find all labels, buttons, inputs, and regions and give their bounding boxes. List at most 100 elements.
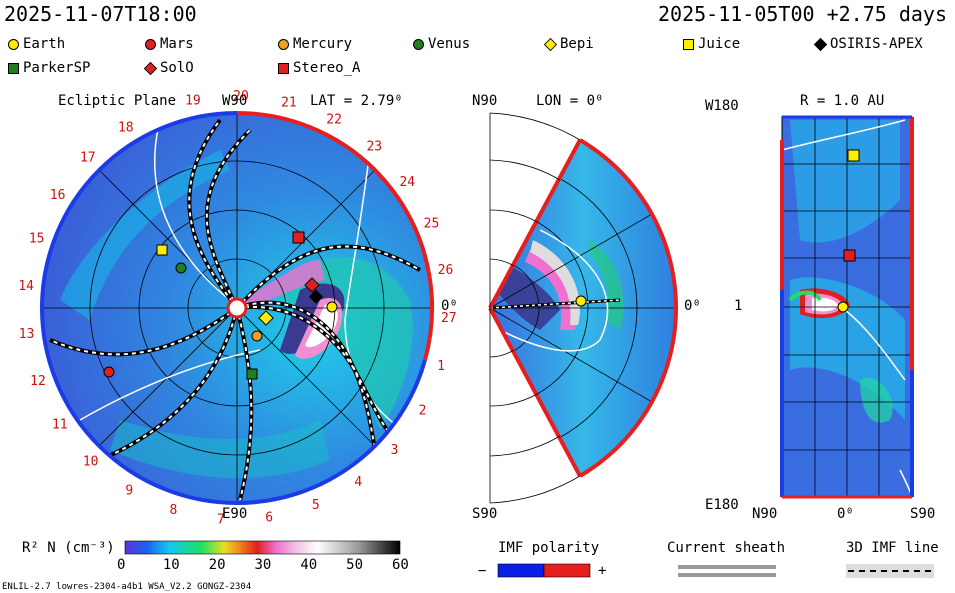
- mercury-marker-icon: [278, 38, 289, 50]
- carrington-tick-label: 2: [419, 404, 427, 419]
- colorbar-tick-label: 30: [254, 557, 272, 573]
- ecliptic-lat: LAT = 2.79⁰: [310, 93, 403, 109]
- colorbar-tick-label: 10: [162, 557, 180, 573]
- sun-marker: [226, 297, 248, 319]
- stereo-marker-ecliptic: [292, 231, 305, 244]
- carrington-tick-label: 7: [217, 512, 225, 527]
- carrington-tick-label: 26: [438, 263, 454, 278]
- colorbar-tick-label: 20: [208, 557, 226, 573]
- carrington-tick-label: 8: [169, 503, 177, 518]
- radial-x-left: N90: [752, 506, 778, 522]
- earth-marker-icon: [8, 38, 19, 50]
- carrington-tick-label: 4: [354, 475, 362, 490]
- parker-marker-ecliptic: [246, 368, 258, 380]
- imf-plus: +: [598, 563, 607, 579]
- carrington-tick-label: 15: [29, 232, 45, 247]
- meridional-right-label: 0⁰: [684, 298, 701, 314]
- carrington-tick-label: 18: [118, 121, 134, 136]
- meridional-lon: LON = 0⁰: [536, 93, 604, 109]
- meridional-top-label: N90: [472, 93, 498, 109]
- legend-item-mercury: Mercury: [278, 36, 352, 52]
- venus-marker-ecliptic: [175, 262, 187, 274]
- venus-marker-icon: [413, 38, 424, 50]
- colorbar-label: R² N (cm⁻³): [22, 540, 115, 556]
- stereo-a-marker-icon: [278, 62, 289, 74]
- carrington-tick-label: 6: [265, 511, 273, 526]
- carrington-tick-label: 22: [326, 113, 342, 128]
- legend-item-parkersp: ParkerSP: [8, 60, 90, 76]
- current-sheath-title: Current sheath: [667, 540, 786, 556]
- colorbar-tick-label: 0: [117, 557, 126, 573]
- juice-marker-icon: [683, 38, 694, 50]
- earth-marker-ecliptic: [326, 301, 338, 313]
- radial-r-label: R = 1.0 AU: [800, 93, 885, 109]
- legend-item-bepi: Bepi: [543, 36, 594, 52]
- stereo-marker-radial: [843, 249, 856, 262]
- carrington-tick-label: 17: [80, 150, 96, 165]
- colorbar: [124, 540, 401, 555]
- legend-label: Mars: [160, 36, 194, 52]
- mercury-marker-ecliptic: [251, 330, 263, 342]
- juice-marker-radial: [847, 149, 860, 162]
- legend-item-earth: Earth: [8, 36, 65, 52]
- carrington-tick-label: 16: [50, 188, 66, 203]
- radial-x-right: S90: [910, 506, 936, 522]
- carrington-tick-label: 14: [18, 279, 34, 294]
- legend-label: Stereo_A: [293, 60, 361, 76]
- legend-item-stereo-a: Stereo_A: [278, 60, 360, 76]
- colorbar-tick-label: 40: [300, 557, 318, 573]
- imf-minus: −: [478, 563, 487, 579]
- carrington-tick-label: 11: [52, 417, 68, 432]
- ecliptic-panel: 19 20 212223242526271234567891011121314151…: [18, 89, 456, 527]
- radial-top-left: W180: [705, 98, 739, 114]
- legend-label: Earth: [23, 36, 66, 52]
- colorbar-tick-label: 50: [346, 557, 364, 573]
- radial-mid-left: 1: [734, 298, 743, 314]
- carrington-tick-label: 12: [30, 374, 46, 389]
- carrington-tick-label: 3: [391, 443, 399, 458]
- ecliptic-right-label: 0⁰: [441, 298, 458, 314]
- footer-model-info: ENLIL-2.7 lowres-2304-a4b1 WSA_V2.2 GONG…: [2, 582, 252, 592]
- carrington-tick-label: 19: [185, 94, 201, 109]
- run-time: 2025-11-05T00 +2.75 days: [658, 2, 947, 26]
- earth-marker-radial: [837, 301, 849, 313]
- legend-label: SolO: [160, 60, 194, 76]
- model-time: 2025-11-07T18:00: [4, 2, 197, 26]
- ecliptic-top-label: W90: [222, 93, 248, 109]
- legend-item-mars: Mars: [145, 36, 194, 52]
- juice-marker-ecliptic: [156, 244, 168, 256]
- legend-item-venus: Venus: [413, 36, 470, 52]
- carrington-tick-label: 23: [366, 140, 382, 155]
- imf-positive-bar: [543, 563, 591, 578]
- imf-line-bg: [846, 564, 934, 578]
- radial-x-mid: 0⁰: [837, 506, 854, 522]
- legend-label: ParkerSP: [23, 60, 91, 76]
- ecliptic-title: Ecliptic Plane: [58, 93, 177, 109]
- legend-item-juice: Juice: [683, 36, 740, 52]
- meridional-panel: [488, 112, 678, 504]
- bepi-marker-ecliptic: [258, 310, 274, 326]
- earth-marker-meridional: [575, 295, 587, 307]
- imf-negative-bar: [497, 563, 545, 578]
- radial-bottom-left: E180: [705, 497, 739, 513]
- carrington-tick-label: 24: [399, 175, 415, 190]
- carrington-tick-label: 20: [233, 89, 249, 104]
- mars-marker-ecliptic: [103, 366, 115, 378]
- imf-line-title: 3D IMF line: [846, 540, 939, 556]
- legend-item-osiris-apex: OSIRIS-APEX: [813, 36, 923, 52]
- carrington-tick-label: 21: [281, 96, 297, 111]
- legend-label: Bepi: [560, 36, 594, 52]
- carrington-tick-label: 25: [424, 217, 440, 232]
- legend-item-solo: SolO: [143, 60, 194, 76]
- ecliptic-bottom-label: E90: [222, 506, 248, 522]
- legend-label: Venus: [428, 36, 471, 52]
- carrington-tick-label: 10: [83, 454, 99, 469]
- imf-polarity-title: IMF polarity: [498, 540, 600, 556]
- legend-label: Juice: [698, 36, 741, 52]
- meridional-bottom-label: S90: [472, 506, 498, 522]
- legend-label: Mercury: [293, 36, 353, 52]
- carrington-tick-label: 5: [312, 498, 320, 513]
- solo-marker-ecliptic: [304, 277, 320, 293]
- colorbar-tick-label: 60: [392, 557, 409, 573]
